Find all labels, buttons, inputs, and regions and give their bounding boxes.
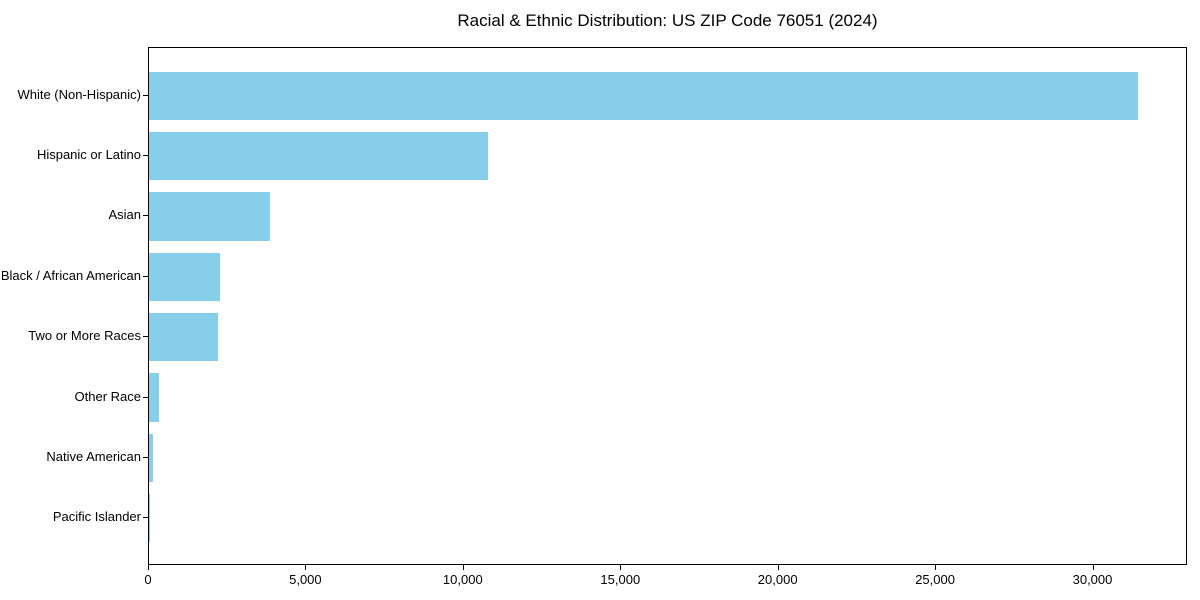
y-tick-mark [143,94,148,96]
x-tick-mark [620,565,622,570]
bar-asian [149,192,271,241]
y-tick-label-two-or-more-races: Two or More Races [28,328,141,344]
y-tick-label-white-non-hispanic: White (Non-Hispanic) [17,86,141,102]
y-tick-mark [143,215,148,217]
x-tick-label-30000: 30,000 [1072,572,1113,587]
x-tick-label-10000: 10,000 [442,572,483,587]
y-tick-mark [143,517,148,519]
x-tick-mark [1092,565,1094,570]
x-tick-mark [148,565,149,570]
x-tick-label-15000: 15,000 [600,572,641,587]
bar-black-african-american [149,252,220,301]
x-tick-label-5000: 5,000 [289,572,322,587]
bar-white-non-hispanic [149,71,1138,120]
y-tick-mark [143,155,148,157]
y-tick-label-asian: Asian [108,207,141,223]
bar-pacific-islander [149,494,150,543]
bar-other-race [149,373,160,422]
x-tick-label-0: 0 [144,572,152,587]
x-tick-mark [305,565,307,570]
x-tick-mark [777,565,779,570]
x-tick-mark [462,565,464,570]
x-tick-mark [935,565,937,570]
y-tick-mark [143,336,148,338]
bar-two-or-more-races [149,313,218,362]
plot-area [148,47,1187,565]
y-tick-label-black-african-american: Black / African American [0,267,141,283]
bar-native-american [149,433,154,483]
y-tick-mark [143,396,148,398]
y-tick-mark [143,275,148,277]
y-tick-mark [143,456,148,458]
x-tick-label-25000: 25,000 [915,572,955,587]
y-tick-label-hispanic-or-latino: Hispanic or Latino [36,147,141,163]
chart-title: Racial & Ethnic Distribution: US ZIP Cod… [457,11,878,30]
y-tick-label-pacific-islander: Pacific Islander [52,509,141,525]
y-tick-label-other-race: Other Race [74,388,141,404]
y-tick-label-native-american: Native American [46,448,141,464]
x-tick-label-20000: 20,000 [757,572,798,587]
bar-hispanic-or-latino [149,131,488,181]
